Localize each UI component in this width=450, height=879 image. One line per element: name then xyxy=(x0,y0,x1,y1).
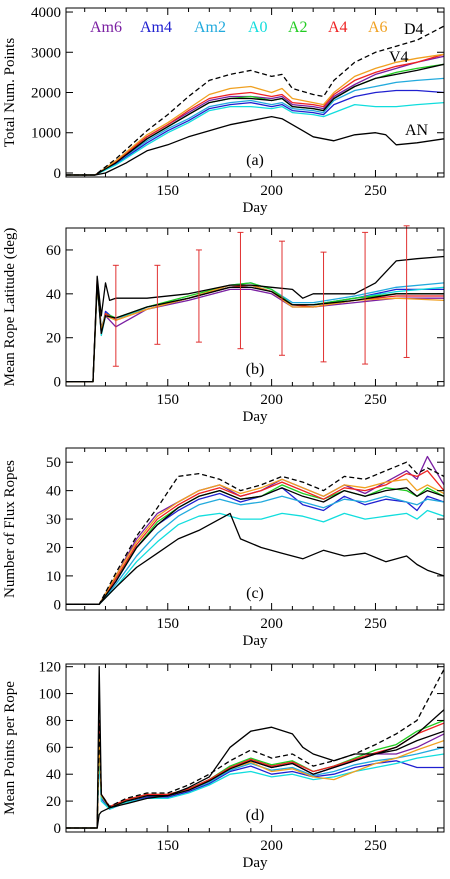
y-axis-label: Mean Points per Rope xyxy=(2,681,18,815)
series-line-am6 xyxy=(66,455,444,605)
y-tick-label: 2000 xyxy=(31,86,61,102)
panel-label: (d) xyxy=(246,807,265,824)
y-tick-label: 0 xyxy=(54,597,62,613)
annotation-v4: V4 xyxy=(389,49,409,66)
x-axis-label: Day xyxy=(243,409,268,425)
x-tick-label: 150 xyxy=(157,183,180,199)
y-tick-label: 50 xyxy=(46,455,61,471)
panel-label: (c) xyxy=(246,585,264,602)
y-tick-label: 20 xyxy=(46,540,61,556)
series-line-v4 xyxy=(66,63,444,176)
y-tick-label: 0 xyxy=(54,375,62,391)
chart-panel-b: 150 200 250 0 20 40 60 Day Mean Rope Latitude (d… xyxy=(2,225,445,425)
annotation-d4: D4 xyxy=(404,21,424,38)
series-line-an xyxy=(66,709,444,829)
x-tick-label: 250 xyxy=(364,838,387,854)
x-tick-label: 200 xyxy=(260,838,283,854)
y-tick-label: 1000 xyxy=(31,126,61,142)
x-tick-label: 250 xyxy=(364,392,387,408)
legend-entry-a2: A2 xyxy=(288,19,308,36)
series-line-a4 xyxy=(66,470,444,605)
legend-entry-a0: A0 xyxy=(248,19,268,36)
series-line-d4 xyxy=(66,25,444,176)
series-line-an xyxy=(66,255,444,383)
y-tick-label: 0 xyxy=(54,821,62,837)
series-line-a4 xyxy=(66,53,444,176)
y-tick-label: 0 xyxy=(54,166,62,182)
y-tick-label: 40 xyxy=(46,287,61,303)
x-tick-label: 150 xyxy=(157,392,180,408)
series-line-a0 xyxy=(66,101,444,176)
y-tick-label: 20 xyxy=(46,794,61,810)
x-tick-label: 200 xyxy=(260,392,283,408)
legend-entry-am6: Am6 xyxy=(90,19,122,36)
series-line-v4 xyxy=(66,666,444,829)
y-tick-label: 60 xyxy=(46,243,61,259)
series-line-am4 xyxy=(66,89,444,176)
panel-label: (b) xyxy=(246,361,265,378)
legend-entry-am4: Am4 xyxy=(140,19,172,36)
legend-entry-a4: A4 xyxy=(328,19,348,36)
series-group xyxy=(66,255,444,383)
y-axis-label: Total Num. Points xyxy=(2,38,18,148)
y-tick-label: 40 xyxy=(46,767,61,783)
series-line-an xyxy=(66,115,444,176)
series-line-a0 xyxy=(66,753,444,829)
series-group xyxy=(66,455,444,605)
chart-panel-d: 150 200 250 0 20 40 60 80 100 120 Day Mean Points p… xyxy=(2,660,445,871)
legend-entry-a6: A6 xyxy=(368,19,388,36)
series-line-a0 xyxy=(66,509,444,605)
y-tick-label: 60 xyxy=(46,740,61,756)
panel-label: (a) xyxy=(246,152,264,169)
x-tick-label: 200 xyxy=(260,183,283,199)
y-tick-label: 20 xyxy=(46,331,61,347)
series-group xyxy=(66,666,444,829)
y-tick-label: 3000 xyxy=(31,45,61,61)
x-tick-label: 150 xyxy=(157,616,180,632)
series-line-v4 xyxy=(66,487,444,605)
y-axis-label: Mean Rope Latitude (deg) xyxy=(2,228,18,387)
y-tick-label: 30 xyxy=(46,512,61,528)
series-line-am2 xyxy=(66,77,444,176)
series-line-an xyxy=(66,512,444,605)
y-axis-label: Number of Flux Ropes xyxy=(2,460,18,598)
axes-frame xyxy=(65,663,445,833)
x-axis-label: Day xyxy=(243,633,268,649)
series-line-a6 xyxy=(66,478,444,605)
y-tick-label: 120 xyxy=(39,660,62,676)
series-line-am4 xyxy=(66,746,444,829)
axes-frame xyxy=(65,447,445,611)
y-tick-label: 80 xyxy=(46,713,61,729)
series-line-v4 xyxy=(66,282,444,383)
chart-panel-c: 150 200 250 0 10 20 30 40 50 Day Number of Flux Ro… xyxy=(2,447,445,649)
x-tick-label: 150 xyxy=(157,838,180,854)
series-line-a6 xyxy=(66,53,444,176)
legend-entry-am2: Am2 xyxy=(194,19,226,36)
series-line-d4 xyxy=(66,461,444,605)
x-axis-label: Day xyxy=(243,855,268,871)
x-tick-label: 250 xyxy=(364,183,387,199)
chart-panel-a: 150 200 250 0 1000 2000 3000 4000 Day Total Num. … xyxy=(2,5,445,216)
x-tick-label: 250 xyxy=(364,616,387,632)
y-tick-label: 10 xyxy=(46,569,61,585)
series-group xyxy=(66,25,444,176)
x-axis-label: Day xyxy=(243,200,268,216)
y-tick-label: 4000 xyxy=(31,5,61,21)
axes-frame xyxy=(65,227,445,387)
annotation-an: AN xyxy=(405,122,429,139)
x-tick-label: 200 xyxy=(260,616,283,632)
y-tick-label: 100 xyxy=(39,687,62,703)
series-line-am2 xyxy=(66,495,444,605)
y-tick-label: 40 xyxy=(46,484,61,500)
